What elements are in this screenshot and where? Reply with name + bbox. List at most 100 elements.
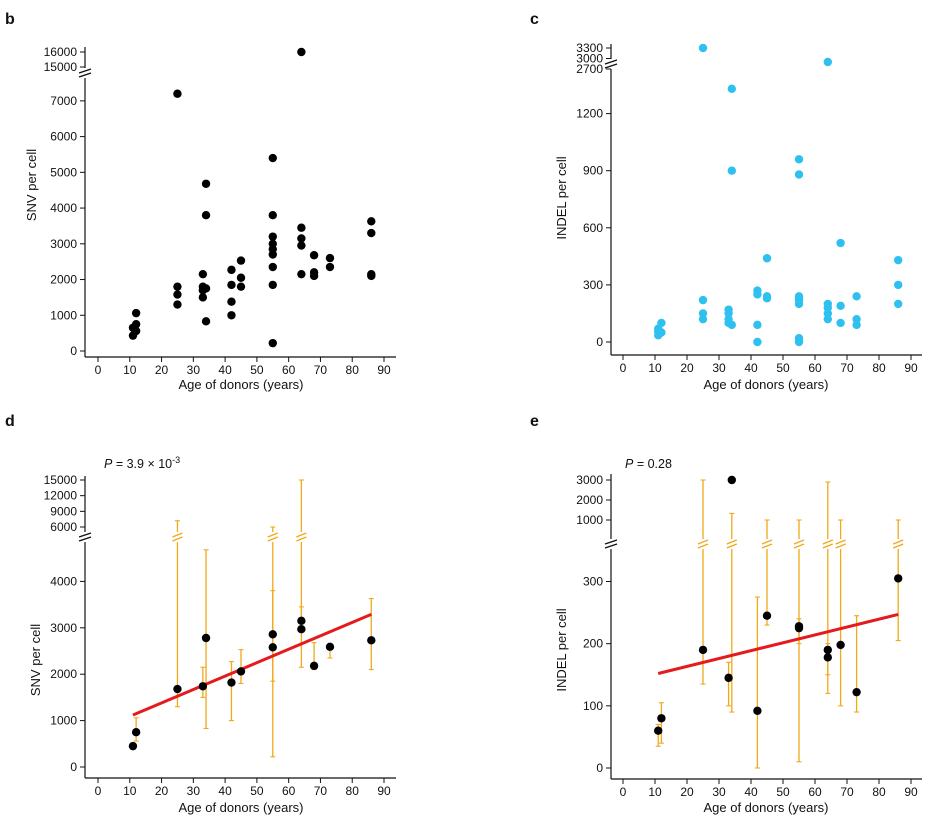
c-x-tick-label: 10 [648,361,662,375]
e-error-bar-break [822,539,834,545]
b-data-point [297,223,306,232]
e-data-point [724,673,733,683]
d-x-tick-label: 10 [123,784,137,798]
c-data-point [724,305,733,314]
b-data-point [236,273,246,282]
e-y-tick-label: 0 [596,761,603,775]
c-y-tick-label: 1200 [576,107,603,121]
d-y-tick-label: 1000 [50,714,77,728]
panel-letter-b: b [5,11,15,28]
b-data-point [173,282,182,291]
c-x-tick-label: 40 [744,361,758,375]
d-x-tick-label: 40 [218,784,232,798]
panel-c-ylabel: INDEL per cell [554,156,569,239]
d-y-tick-label: 2000 [50,667,77,681]
panel-d-p-exponent: -3 [172,455,180,465]
e-data-point [753,706,762,716]
b-x-tick-label: 50 [250,363,264,377]
panel-d-xlabel: Age of donors (years) [178,800,303,815]
b-data-point [201,179,211,188]
panel-e-p-text: = 0.28 [633,457,672,471]
c-x-tick-label: 60 [808,361,822,375]
e-y-tick-label: 100 [583,699,603,713]
d-error-bar-break [172,532,183,538]
b-data-point [268,211,277,220]
b-data-point [297,241,306,250]
c-data-point [894,280,903,290]
d-data-point [131,728,141,737]
e-data-point [698,645,708,655]
d-y-axis-break [78,532,92,538]
c-data-point [836,318,845,328]
b-data-point [131,326,141,336]
c-data-point [753,337,762,347]
e-data-point [654,726,663,735]
b-data-point [227,311,236,320]
c-x-tick-label: 70 [840,361,854,375]
c-y-tick-label: 2700 [576,62,603,76]
b-data-point [131,308,141,318]
b-y-axis-break [78,68,92,74]
b-y-tick-label: 1000 [50,308,77,322]
e-x-tick-label: 20 [680,785,694,799]
c-data-point [794,333,804,343]
panel-e-ylabel: INDEL per cell [554,608,569,691]
d-data-point [236,667,246,676]
b-data-point [236,256,246,265]
d-data-point [128,741,138,751]
d-regression-line [132,612,372,717]
d-data-point [325,642,335,652]
e-error-bar-break [822,543,834,549]
e-y-axis-break [604,543,618,549]
b-data-point [201,317,211,326]
c-x-tick-label: 80 [872,361,886,375]
c-y-tick-label: 3300 [576,41,603,55]
e-data-point [852,687,861,697]
panel-letter-d: d [5,413,15,430]
c-data-point [836,238,845,248]
b-y-tick-label: 3000 [50,237,77,251]
b-data-point [198,269,208,279]
b-x-tick-label: 0 [95,363,102,377]
c-data-point [698,309,708,318]
b-y-tick-label: 7000 [50,94,77,108]
d-data-point [198,682,208,691]
c-data-point [698,43,708,53]
e-regression-line [657,613,899,675]
e-y-tick-label: 300 [583,575,603,589]
b-x-tick-label: 10 [123,363,137,377]
c-data-point [894,255,903,265]
d-error-bar-break [267,532,279,538]
e-x-tick-label: 0 [620,785,627,799]
e-data-point [823,645,832,655]
d-error-bar-break [296,532,307,538]
e-data-point [836,640,845,650]
b-data-point [227,280,236,290]
c-data-point [762,292,772,301]
e-error-bar-break [726,539,738,545]
panel-d-ylabel: SNV per cell [28,624,43,696]
b-data-point [173,290,182,299]
d-x-tick-label: 90 [377,784,391,798]
c-data-point [836,301,845,311]
panel-d-p-value: P = 3.9 × 10-3 [104,455,180,471]
c-x-tick-label: 20 [680,361,694,375]
c-data-point [753,320,762,330]
d-y-tick-label: 9000 [50,504,77,518]
panel-c-xlabel: Age of donors (years) [703,377,828,392]
d-x-tick-label: 30 [187,784,201,798]
e-data-point [762,611,772,620]
e-x-tick-label: 50 [776,785,790,799]
c-data-point [894,299,903,309]
c-x-tick-label: 30 [712,361,726,375]
panel-d-p-text: = 3.9 × 10 [112,457,172,471]
d-y-tick-label: 4000 [50,574,77,588]
b-data-point [236,282,246,291]
d-data-point [201,633,211,643]
c-y-tick-label: 600 [583,221,603,235]
panel-e-plot: 0 10 20 30 40 50 60 70 80 90 0 100 200 300 1000 2000 300… [576,473,922,799]
d-error-bar-break [296,536,307,542]
d-data-point [173,684,182,694]
d-x-tick-label: 60 [282,784,296,798]
